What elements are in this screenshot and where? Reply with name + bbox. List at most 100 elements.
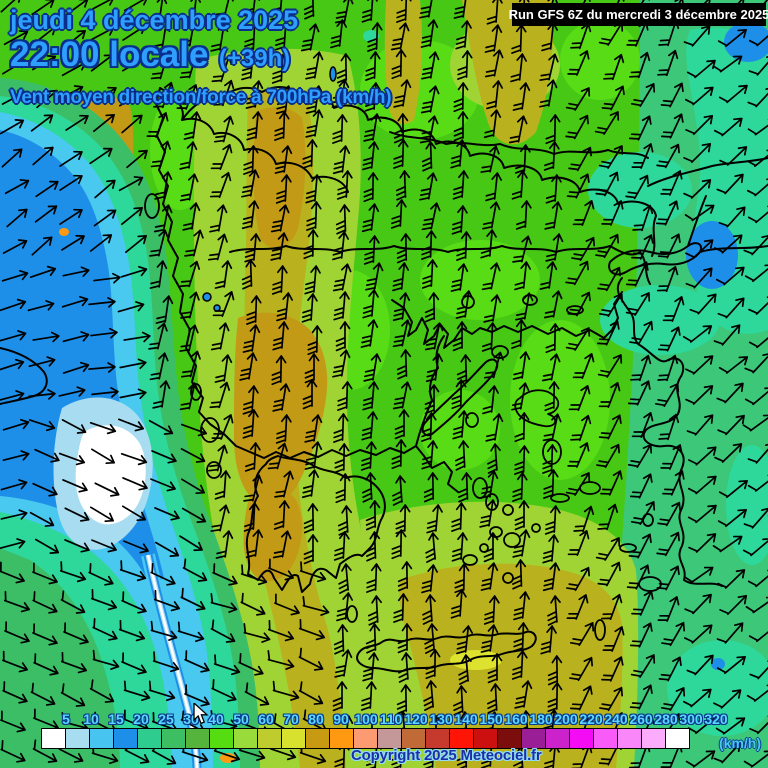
wind-barb xyxy=(451,205,468,235)
wind-barb xyxy=(602,712,625,738)
wind-barb xyxy=(511,559,527,590)
wind-barb xyxy=(35,180,59,198)
wind-barb xyxy=(629,51,651,79)
wind-barb xyxy=(480,229,497,259)
wind-barb xyxy=(180,291,200,319)
wind-barb xyxy=(62,331,90,343)
wind-barb xyxy=(424,623,438,654)
wind-barb xyxy=(748,329,768,349)
wind-barb xyxy=(151,450,177,464)
wind-barb xyxy=(713,324,741,346)
wind-barb xyxy=(714,443,743,463)
wind-barb xyxy=(119,388,147,400)
scale-color-box xyxy=(617,728,642,749)
wind-barb xyxy=(180,448,206,463)
wind-barb xyxy=(419,115,439,144)
wind-barb xyxy=(337,381,353,411)
wind-barb xyxy=(155,295,174,324)
wind-barb xyxy=(481,262,501,291)
wind-barb xyxy=(601,85,625,111)
wind-barb xyxy=(32,739,58,763)
wind-barb xyxy=(243,22,260,52)
wind-barb xyxy=(512,351,531,380)
wind-barb xyxy=(687,475,717,495)
wind-barb xyxy=(362,289,379,319)
wind-barb xyxy=(272,383,291,412)
wind-barb xyxy=(455,20,472,50)
wind-barb xyxy=(210,709,238,730)
wind-barb xyxy=(88,296,116,308)
scale-tick-label: 15 xyxy=(108,711,124,727)
wind-barb xyxy=(181,478,205,495)
wind-barb xyxy=(179,535,203,552)
wind-barb xyxy=(0,330,27,342)
wind-barb xyxy=(421,412,437,442)
wind-barb xyxy=(61,234,85,251)
wind-barb xyxy=(241,259,257,290)
wind-barb xyxy=(184,229,204,257)
wind-barb xyxy=(514,412,530,443)
field-blob xyxy=(726,445,768,565)
wind-barb xyxy=(242,409,259,439)
wind-barb xyxy=(513,622,529,652)
scale-tick-label: 160 xyxy=(504,711,528,727)
wind-barb xyxy=(542,444,558,474)
wind-barb xyxy=(510,53,528,83)
wind-barb xyxy=(631,143,654,169)
wind-barb xyxy=(398,652,412,683)
scale-tick-label: 280 xyxy=(654,711,678,727)
field-blob xyxy=(711,658,725,670)
wind-barb xyxy=(571,236,595,262)
wind-barb xyxy=(58,386,86,397)
wind-barb xyxy=(686,654,714,676)
wind-barb xyxy=(89,421,117,435)
wind-barb xyxy=(512,472,528,502)
wind-barb xyxy=(567,50,590,76)
wind-barb xyxy=(240,592,266,616)
wind-barb xyxy=(601,656,624,682)
wind-barb xyxy=(419,172,438,201)
wind-barb xyxy=(391,439,407,470)
wind-barb xyxy=(62,361,90,374)
wind-barb xyxy=(748,54,768,76)
wind-barb xyxy=(361,0,378,23)
wind-barb xyxy=(572,200,595,226)
wind-barb xyxy=(421,51,440,80)
wind-barb xyxy=(595,233,619,259)
wind-barb xyxy=(241,200,260,230)
wind-barb xyxy=(451,379,467,410)
wind-barb xyxy=(543,290,563,319)
wind-barb xyxy=(571,713,593,741)
wind-barb xyxy=(214,260,233,289)
wind-barb xyxy=(243,502,260,532)
wind-barb xyxy=(683,25,711,47)
wind-barb xyxy=(210,23,229,52)
wind-barb xyxy=(656,531,680,557)
wind-barb xyxy=(123,0,149,12)
wind-barb xyxy=(275,174,292,204)
wind-barb xyxy=(365,51,381,81)
wind-barb xyxy=(744,352,768,374)
wind-barb xyxy=(450,139,467,169)
wind-barb xyxy=(361,203,380,233)
wind-barb xyxy=(686,414,714,436)
wind-barb xyxy=(658,413,680,441)
wind-barb xyxy=(274,145,293,174)
scale-color-box xyxy=(233,728,258,749)
wind-barb xyxy=(657,233,681,259)
wind-barb xyxy=(146,112,169,138)
wind-barb xyxy=(330,19,348,49)
wind-barb xyxy=(364,82,381,112)
wind-barb xyxy=(393,593,409,623)
wind-barb xyxy=(246,295,262,325)
wind-barb xyxy=(683,566,714,584)
wind-barb xyxy=(90,54,114,72)
wind-barb xyxy=(480,145,500,173)
wind-barb xyxy=(452,170,469,200)
wind-barb xyxy=(687,715,717,735)
wind-barb xyxy=(65,114,89,131)
wind-barb xyxy=(453,82,469,113)
wind-barb xyxy=(362,141,380,171)
field-blob xyxy=(450,650,502,670)
